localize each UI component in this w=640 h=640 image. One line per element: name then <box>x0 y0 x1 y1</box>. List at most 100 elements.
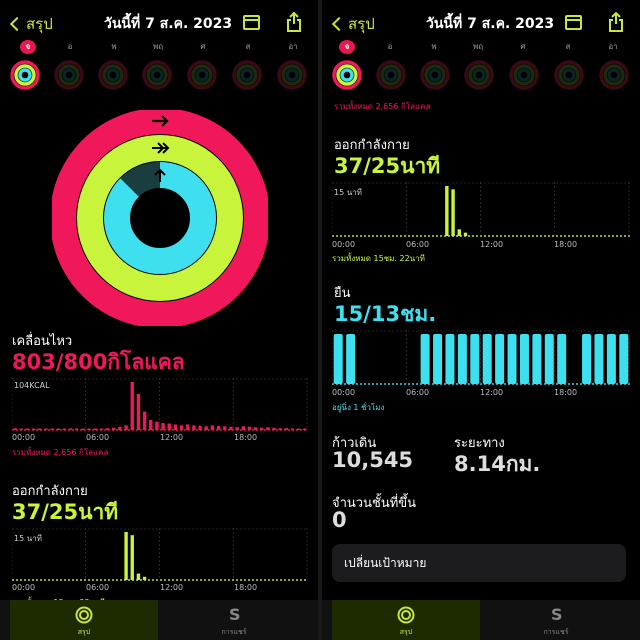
bar <box>451 189 455 236</box>
mini-ring-day-0[interactable] <box>10 60 40 90</box>
back-button[interactable]: สรุป <box>330 12 375 36</box>
bar <box>463 232 468 236</box>
bar <box>582 334 592 384</box>
summary-panel-left: สรุป วันนี้ที่ 7 ส.ค. 2023 จ อ พ พฤ ศ ส … <box>0 0 318 640</box>
bar <box>173 424 178 430</box>
bar <box>247 426 252 430</box>
tick-1800: 18:00 <box>234 583 258 592</box>
tab-summary[interactable]: สรุป <box>10 600 158 640</box>
distance-value: 8.14กม. <box>454 452 541 476</box>
back-label: สรุป <box>348 15 375 33</box>
chevron-left-icon <box>9 16 25 32</box>
bar <box>25 428 30 430</box>
mini-ring-day-4[interactable] <box>509 60 539 90</box>
bar <box>149 419 153 430</box>
bar <box>105 428 110 430</box>
share-icon[interactable] <box>286 12 302 32</box>
exercise-arrow-icon <box>152 142 170 154</box>
bar <box>532 334 542 384</box>
bar <box>433 334 443 384</box>
tick-1200: 12:00 <box>480 388 504 397</box>
bar <box>130 382 134 430</box>
bar <box>594 334 604 384</box>
mini-ring-day-5[interactable] <box>232 60 262 90</box>
bar <box>457 229 461 236</box>
mini-ring-day-2[interactable] <box>98 60 128 90</box>
day-fri[interactable]: ศ <box>520 42 526 51</box>
flights-value: 0 <box>332 508 347 532</box>
bar <box>204 426 208 430</box>
tick-0000: 00:00 <box>12 433 36 442</box>
bar <box>81 428 85 430</box>
rings-icon <box>397 606 415 624</box>
change-goal-button[interactable]: เปลี่ยนเป้าหมาย <box>332 544 626 582</box>
day-sun[interactable]: อา <box>288 42 298 51</box>
calendar-icon[interactable] <box>243 15 260 30</box>
mini-rings-row <box>0 60 318 92</box>
exercise-chart <box>12 528 308 581</box>
bar <box>44 428 48 430</box>
exercise-value: 37/25นาที <box>12 500 119 524</box>
panel-divider <box>318 0 322 640</box>
calendar-icon[interactable] <box>565 15 582 30</box>
day-sat[interactable]: ส <box>245 42 251 51</box>
bar <box>519 334 529 384</box>
day-tue[interactable]: อ <box>67 42 73 51</box>
bar <box>142 576 147 580</box>
exercise-scale-label: 15 นาที <box>14 534 42 543</box>
bar <box>216 425 221 430</box>
tab-summary[interactable]: สรุป <box>332 600 480 640</box>
mini-ring-day-3[interactable] <box>142 60 172 90</box>
stand-value: 15/13ชม. <box>334 302 437 326</box>
page-title: วันนี้ที่ 7 ส.ค. 2023 <box>426 16 555 32</box>
tick-1200: 12:00 <box>160 583 184 592</box>
bar <box>161 423 165 430</box>
day-sun[interactable]: อา <box>608 42 618 51</box>
tab-sharing[interactable]: S การแชร์ <box>160 600 308 640</box>
mini-ring-day-6[interactable] <box>599 60 629 90</box>
weekday-strip: จ อ พ พฤ ศ ส อา <box>322 40 640 54</box>
day-mon[interactable]: จ <box>20 40 36 54</box>
move-label: เคลื่อนไหว <box>12 334 73 349</box>
exercise-label: ออกกำลังกาย <box>334 138 410 153</box>
bar <box>445 334 455 384</box>
bar <box>495 334 505 384</box>
bar <box>290 428 295 430</box>
day-wed[interactable]: พ <box>431 42 437 51</box>
tab-sharing[interactable]: S การแชร์ <box>482 600 630 640</box>
move-arrow-icon <box>152 115 169 127</box>
day-thu[interactable]: พฤ <box>472 42 484 51</box>
bar <box>229 426 233 430</box>
stand-arrow-icon <box>154 168 166 182</box>
bar <box>50 428 54 430</box>
mini-ring-day-1[interactable] <box>54 60 84 90</box>
bar <box>124 425 128 430</box>
mini-ring-day-5[interactable] <box>554 60 584 90</box>
mini-ring-day-0[interactable] <box>332 60 362 90</box>
mini-ring-day-2[interactable] <box>420 60 450 90</box>
day-sat[interactable]: ส <box>565 42 571 51</box>
day-mon[interactable]: จ <box>339 40 355 54</box>
tab-sharing-label: การแชร์ <box>543 628 569 636</box>
day-fri[interactable]: ศ <box>200 42 206 51</box>
mini-ring-day-6[interactable] <box>277 60 307 90</box>
bar <box>420 334 430 384</box>
back-button[interactable]: สรุป <box>8 12 53 36</box>
move-chart <box>12 378 308 431</box>
bar <box>619 334 629 384</box>
bar <box>223 426 227 430</box>
tick-0600: 06:00 <box>86 433 110 442</box>
mini-ring-day-4[interactable] <box>187 60 217 90</box>
bar <box>118 426 122 430</box>
mini-ring-day-1[interactable] <box>376 60 406 90</box>
exercise-scale-label: 15 นาที <box>334 188 362 197</box>
mini-ring-day-3[interactable] <box>464 60 494 90</box>
bar <box>75 428 79 430</box>
day-wed[interactable]: พ <box>111 42 117 51</box>
day-thu[interactable]: พฤ <box>152 42 164 51</box>
share-icon[interactable] <box>608 12 624 32</box>
bar <box>93 428 97 430</box>
day-tue[interactable]: อ <box>387 42 393 51</box>
stand-chart <box>332 330 630 385</box>
tab-summary-label: สรุป <box>77 628 91 636</box>
